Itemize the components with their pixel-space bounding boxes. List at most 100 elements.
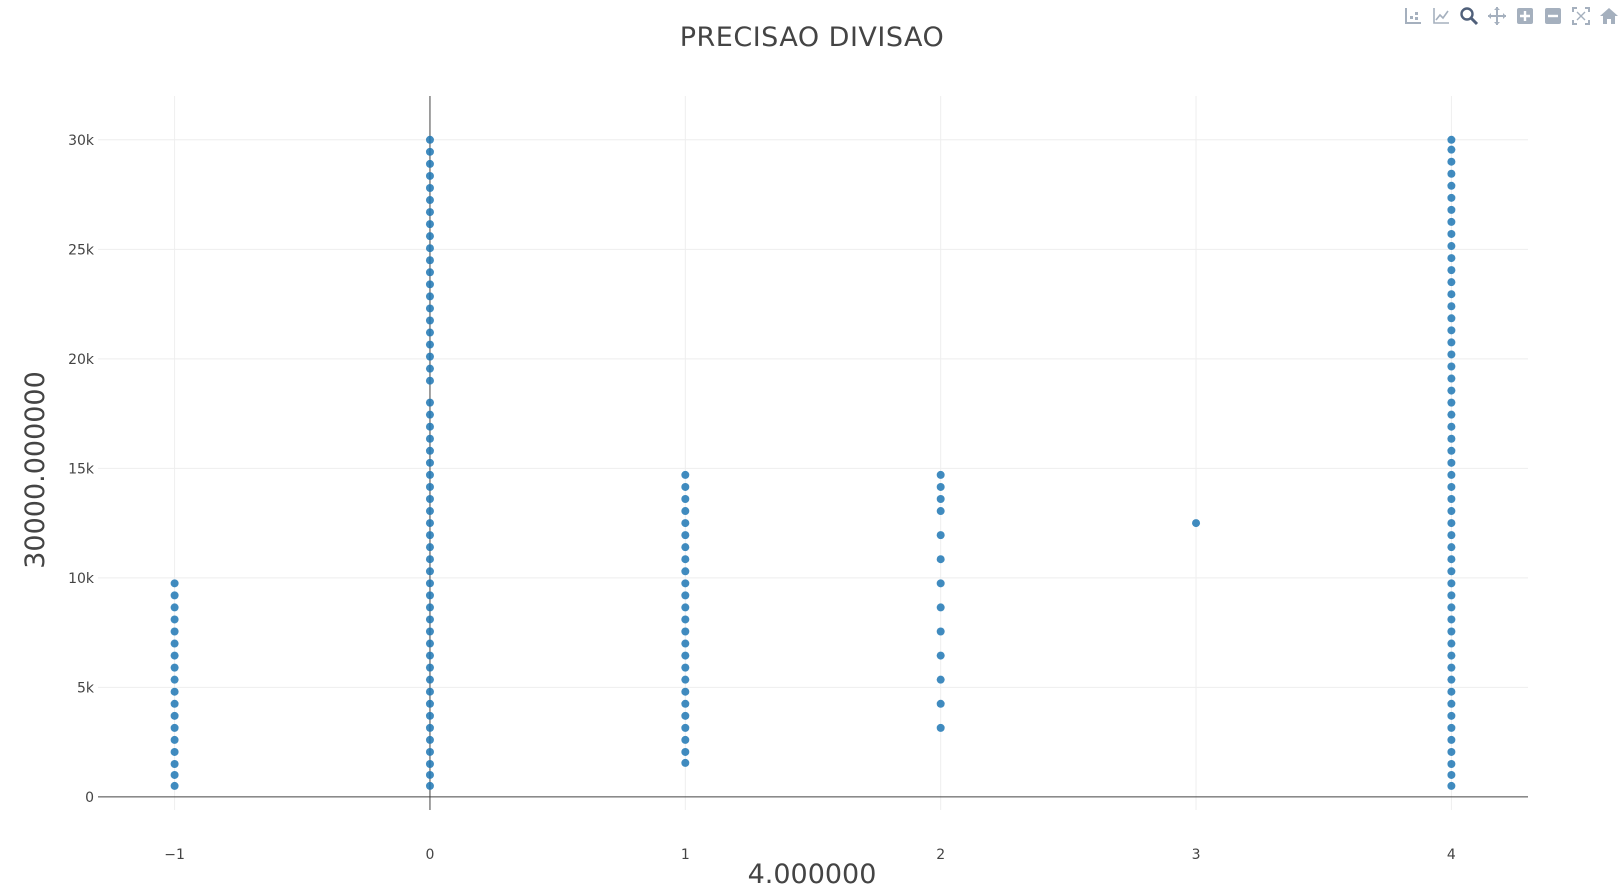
scatter-point[interactable] (425, 398, 434, 407)
scatter-point[interactable] (425, 328, 434, 337)
scatter-point[interactable] (425, 663, 434, 672)
scatter-point[interactable] (936, 603, 945, 612)
scatter-point[interactable] (170, 735, 179, 744)
scatter-point[interactable] (681, 470, 690, 479)
scatter-point[interactable] (936, 555, 945, 564)
zoom-button[interactable] (1458, 5, 1480, 27)
scatter-point[interactable] (681, 687, 690, 696)
scatter-point[interactable] (681, 639, 690, 648)
scatter-point[interactable] (681, 758, 690, 767)
scatter-point[interactable] (425, 183, 434, 192)
scatter-point[interactable] (1447, 422, 1456, 431)
scatter-point[interactable] (1447, 711, 1456, 720)
scatter-point[interactable] (170, 615, 179, 624)
autoscale-button[interactable] (1570, 5, 1592, 27)
scatter-point[interactable] (170, 711, 179, 720)
scatter-point[interactable] (1447, 699, 1456, 708)
scatter-point[interactable] (1447, 374, 1456, 383)
scatter-point[interactable] (425, 579, 434, 588)
scatter-point[interactable] (1447, 135, 1456, 144)
scatter-point[interactable] (425, 639, 434, 648)
scatter-point[interactable] (425, 196, 434, 205)
scatter-point[interactable] (425, 531, 434, 540)
scatter-point[interactable] (1447, 254, 1456, 263)
scatter-point[interactable] (1447, 193, 1456, 202)
scatter-point[interactable] (1447, 314, 1456, 323)
scatter-point[interactable] (1447, 302, 1456, 311)
scatter-point[interactable] (681, 723, 690, 732)
scatter-point[interactable] (425, 770, 434, 779)
scatter-point[interactable] (170, 651, 179, 660)
show-closest-data-button[interactable] (1430, 5, 1452, 27)
scatter-point[interactable] (425, 304, 434, 313)
scatter-point[interactable] (170, 723, 179, 732)
scatter-point[interactable] (1447, 181, 1456, 190)
scatter-point[interactable] (681, 603, 690, 612)
scatter-point[interactable] (1447, 157, 1456, 166)
scatter-point[interactable] (1447, 362, 1456, 371)
scatter-point[interactable] (425, 458, 434, 467)
scatter-point[interactable] (170, 663, 179, 672)
scatter-point[interactable] (681, 579, 690, 588)
scatter-point[interactable] (425, 760, 434, 769)
scatter-point[interactable] (425, 376, 434, 385)
scatter-point[interactable] (1447, 603, 1456, 612)
scatter-point[interactable] (425, 208, 434, 217)
scatter-point[interactable] (681, 555, 690, 564)
scatter-point[interactable] (936, 507, 945, 516)
scatter-point[interactable] (681, 591, 690, 600)
scatter-point[interactable] (681, 507, 690, 516)
scatter-point[interactable] (681, 735, 690, 744)
scatter-point[interactable] (170, 699, 179, 708)
scatter-point[interactable] (425, 159, 434, 168)
scatter-point[interactable] (936, 482, 945, 491)
scatter-point[interactable] (681, 494, 690, 503)
scatter-point[interactable] (170, 603, 179, 612)
scatter-point[interactable] (170, 591, 179, 600)
scatter-point[interactable] (425, 494, 434, 503)
scatter-point[interactable] (425, 627, 434, 636)
scatter-point[interactable] (425, 220, 434, 229)
scatter-point[interactable] (1447, 398, 1456, 407)
scatter-point[interactable] (681, 519, 690, 528)
scatter-point[interactable] (1447, 519, 1456, 528)
data-points[interactable] (170, 135, 1456, 790)
scatter-point[interactable] (170, 760, 179, 769)
scatter-point[interactable] (1447, 579, 1456, 588)
scatter-point[interactable] (425, 422, 434, 431)
scatter-point[interactable] (425, 171, 434, 180)
scatter-point[interactable] (1447, 747, 1456, 756)
scatter-point[interactable] (425, 268, 434, 277)
scatter-point[interactable] (681, 747, 690, 756)
scatter-point[interactable] (936, 675, 945, 684)
scatter-point[interactable] (170, 770, 179, 779)
scatter-point[interactable] (1447, 494, 1456, 503)
scatter-point[interactable] (681, 663, 690, 672)
scatter-point[interactable] (1447, 145, 1456, 154)
scatter-point[interactable] (1447, 434, 1456, 443)
scatter-point[interactable] (425, 410, 434, 419)
scatter-point[interactable] (1447, 591, 1456, 600)
scatter-point[interactable] (936, 699, 945, 708)
scatter-point[interactable] (425, 256, 434, 265)
scatter-point[interactable] (170, 781, 179, 790)
scatter-point[interactable] (1447, 458, 1456, 467)
scatter-point[interactable] (425, 244, 434, 253)
scatter-point[interactable] (425, 292, 434, 301)
scatter-point[interactable] (1447, 663, 1456, 672)
scatter-point[interactable] (681, 615, 690, 624)
scatter-point[interactable] (425, 699, 434, 708)
scatter-point[interactable] (936, 723, 945, 732)
scatter-point[interactable] (425, 591, 434, 600)
scatter-point[interactable] (1447, 290, 1456, 299)
scatter-point[interactable] (425, 507, 434, 516)
scatter-point[interactable] (936, 494, 945, 503)
scatter-point[interactable] (425, 723, 434, 732)
scatter-point[interactable] (1447, 205, 1456, 214)
reset-axes-button[interactable] (1598, 5, 1620, 27)
scatter-point[interactable] (170, 675, 179, 684)
scatter-point[interactable] (1447, 781, 1456, 790)
scatter-point[interactable] (1447, 278, 1456, 287)
pan-button[interactable] (1486, 5, 1508, 27)
scatter-point[interactable] (425, 543, 434, 552)
